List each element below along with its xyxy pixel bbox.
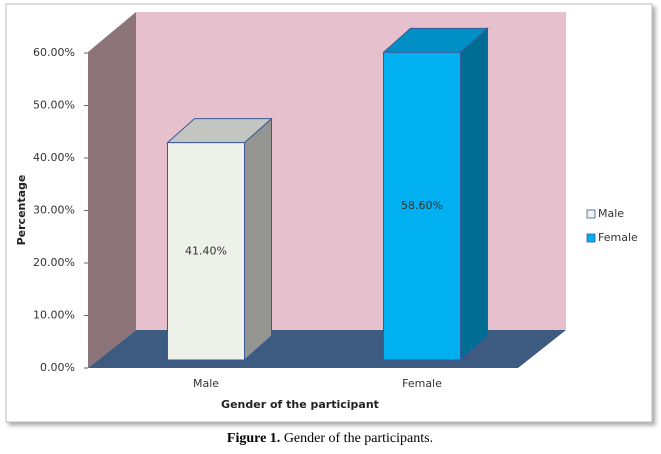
x-axis-label: Gender of the participant [221, 398, 379, 411]
bar-side [244, 117, 272, 362]
floor [88, 330, 566, 368]
legend-swatch [586, 233, 596, 243]
y-tick-label: 20.00% [33, 256, 75, 269]
legend-label: Female [598, 231, 638, 244]
bar [383, 51, 461, 361]
y-tick-label: 50.00% [33, 99, 75, 112]
bar-value-label: 58.60% [401, 199, 443, 212]
x-tick-label: Female [402, 377, 442, 390]
caption: Figure 1. Gender of the participants. [227, 431, 433, 446]
side-wall [88, 12, 136, 368]
y-tick-label: 10.00% [33, 309, 75, 322]
y-tick-label: 30.00% [33, 204, 75, 217]
y-tick-label: 60.00% [33, 46, 75, 59]
caption-text: Gender of the participants. [284, 431, 433, 446]
caption-label: Figure 1. [227, 431, 280, 446]
bar-value-label: 41.40% [185, 244, 227, 257]
legend-label: Male [598, 207, 624, 220]
bar-side [460, 27, 488, 362]
y-tick-label: 0.00% [40, 361, 75, 374]
y-tick-label: 40.00% [33, 151, 75, 164]
y-axis-label: Percentage [15, 175, 28, 246]
x-tick-label: Male [193, 377, 219, 390]
bar [167, 142, 245, 361]
legend-swatch [586, 209, 596, 219]
